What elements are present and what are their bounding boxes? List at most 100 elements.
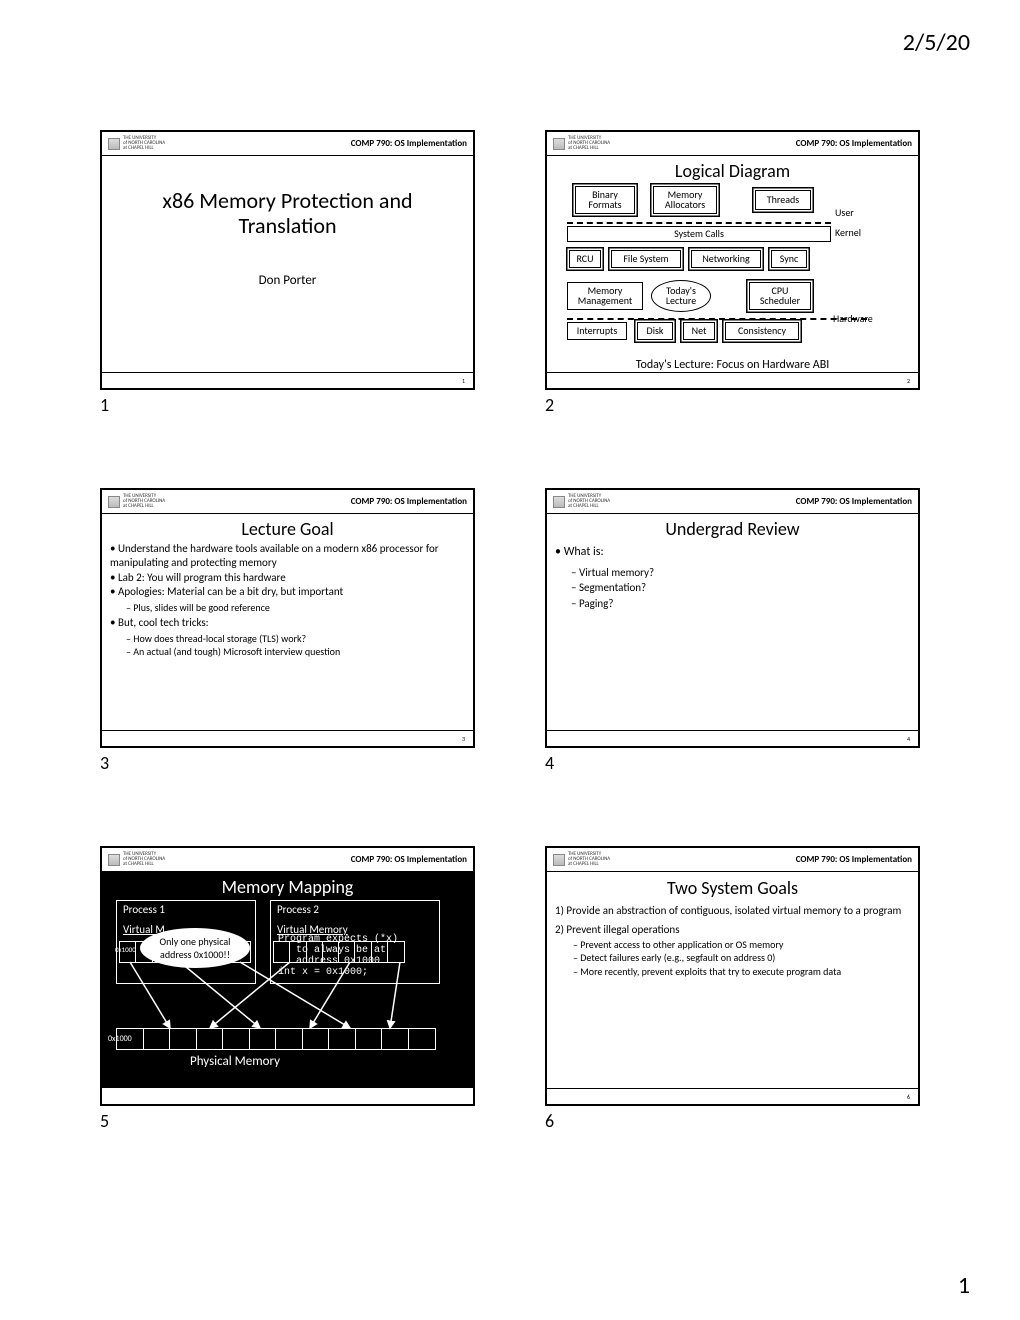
box-file-system: File System <box>611 250 681 268</box>
box-cpu-scheduler: CPUScheduler <box>749 282 811 310</box>
slide-title: Two System Goals <box>555 876 910 900</box>
slide-3: THE UNIVERSITY of NORTH CAROLINA at CHAP… <box>100 488 475 748</box>
university-logo: THE UNIVERSITY of NORTH CAROLINA at CHAP… <box>553 852 610 867</box>
oval-todays-lecture: Today'sLecture <box>651 280 711 312</box>
slide-title: Lecture Goal <box>110 518 465 540</box>
slide-6-wrap: THE UNIVERSITY of NORTH CAROLINA at CHAP… <box>545 846 920 1136</box>
slide-body: Two System Goals 1) Provide an abstracti… <box>547 872 918 1088</box>
mapping-arrows-icon <box>110 898 450 1088</box>
slide-5-wrap: THE UNIVERSITY of NORTH CAROLINA at CHAP… <box>100 846 475 1136</box>
label-kernel: Kernel <box>835 226 861 239</box>
box-rcu: RCU <box>569 250 601 268</box>
goal-2: 2) Prevent illegal operations <box>555 923 910 938</box>
university-logo: THE UNIVERSITY of NORTH CAROLINA at CHAP… <box>108 852 165 867</box>
slide-header: THE UNIVERSITY of NORTH CAROLINA at CHAP… <box>547 490 918 514</box>
bullet-item: But, cool tech tricks: <box>110 616 465 630</box>
slide-number: 1 <box>100 394 475 416</box>
box-memory-management: MemoryManagement <box>567 282 643 310</box>
course-label: COMP 790: OS Implementation <box>351 854 467 865</box>
course-label: COMP 790: OS Implementation <box>796 138 912 149</box>
box-disk: Disk <box>637 322 673 340</box>
sub-bullet-item: Segmentation? <box>571 580 910 595</box>
page-date: 2/5/20 <box>903 28 970 57</box>
slide-body: Lecture Goal Understand the hardware too… <box>102 514 473 730</box>
slide-2-wrap: THE UNIVERSITY of NORTH CAROLINA at CHAP… <box>545 130 920 420</box>
slide-1: THE UNIVERSITY of NORTH CAROLINA at CHAP… <box>100 130 475 390</box>
slide-footer: 5 <box>102 1088 473 1104</box>
page-number: 1 <box>958 1271 970 1300</box>
sub-bullet-item: Prevent access to other application or O… <box>573 938 910 952</box>
slide-1-wrap: THE UNIVERSITY of NORTH CAROLINA at CHAP… <box>100 130 475 420</box>
label-hardware: Hardware <box>833 312 873 325</box>
course-label: COMP 790: OS Implementation <box>796 496 912 507</box>
slide-body: x86 Memory Protection and Translation Do… <box>102 156 473 372</box>
slide-caption: Today's Lecture: Focus on Hardware ABI <box>555 358 910 372</box>
slide-header: THE UNIVERSITY of NORTH CAROLINA at CHAP… <box>102 490 473 514</box>
memory-mapping-diagram: Process 1 Virtual M 0x1000 Process 2 Vir… <box>110 898 465 1088</box>
sub-bullet-item: An actual (and tough) Microsoft intervie… <box>126 645 465 658</box>
university-logo: THE UNIVERSITY of NORTH CAROLINA at CHAP… <box>108 494 165 509</box>
sub-bullet-list: Plus, slides will be good reference <box>126 601 465 614</box>
slide-header: THE UNIVERSITY of NORTH CAROLINA at CHAP… <box>547 132 918 156</box>
box-consistency: Consistency <box>725 322 799 340</box>
box-threads: Threads <box>755 190 811 210</box>
logo-icon <box>108 854 120 866</box>
slide-title: x86 Memory Protection and Translation <box>110 188 465 239</box>
slide-3-wrap: THE UNIVERSITY of NORTH CAROLINA at CHAP… <box>100 488 475 778</box>
slide-footer: 6 <box>547 1088 918 1104</box>
sub-bullet-list: Virtual memory? Segmentation? Paging? <box>571 565 910 611</box>
sub-bullet-list: Prevent access to other application or O… <box>573 938 910 979</box>
logo-icon <box>553 496 565 508</box>
label-user: User <box>835 206 854 219</box>
bullet-list: What is: <box>555 544 910 561</box>
box-sync: Sync <box>771 250 807 268</box>
logo-icon <box>108 496 120 508</box>
slide-4: THE UNIVERSITY of NORTH CAROLINA at CHAP… <box>545 488 920 748</box>
logical-diagram: BinaryFormats MemoryAllocators Threads U… <box>555 182 910 372</box>
slide-number: 4 <box>545 752 920 774</box>
slide-4-wrap: THE UNIVERSITY of NORTH CAROLINA at CHAP… <box>545 488 920 778</box>
sub-bullet-item: More recently, prevent exploits that try… <box>573 965 910 979</box>
slide-body: Memory Mapping Process 1 Virtual M 0x100… <box>102 872 473 1088</box>
sub-bullet-item: Detect failures early (e.g., segfault on… <box>573 951 910 965</box>
slide-5: THE UNIVERSITY of NORTH CAROLINA at CHAP… <box>100 846 475 1106</box>
slide-header: THE UNIVERSITY of NORTH CAROLINA at CHAP… <box>102 848 473 872</box>
bullet-item: What is: <box>555 544 910 561</box>
slide-6: THE UNIVERSITY of NORTH CAROLINA at CHAP… <box>545 846 920 1106</box>
university-text: THE UNIVERSITY of NORTH CAROLINA at CHAP… <box>568 136 610 151</box>
university-text: THE UNIVERSITY of NORTH CAROLINA at CHAP… <box>123 852 165 867</box>
slide-number: 3 <box>100 752 475 774</box>
slide-header: THE UNIVERSITY of NORTH CAROLINA at CHAP… <box>547 848 918 872</box>
slide-title: Logical Diagram <box>555 160 910 182</box>
sub-bullet-item: Virtual memory? <box>571 565 910 580</box>
author: Don Porter <box>110 273 465 288</box>
slide-2: THE UNIVERSITY of NORTH CAROLINA at CHAP… <box>545 130 920 390</box>
university-logo: THE UNIVERSITY of NORTH CAROLINA at CHAP… <box>108 136 165 151</box>
bullet-list: Understand the hardware tools available … <box>110 542 465 599</box>
bullet-item: Understand the hardware tools available … <box>110 542 465 571</box>
course-label: COMP 790: OS Implementation <box>796 854 912 865</box>
dash-user-kernel <box>567 222 831 224</box>
university-text: THE UNIVERSITY of NORTH CAROLINA at CHAP… <box>568 852 610 867</box>
box-net-device: Net <box>683 322 715 340</box>
box-interrupts: Interrupts <box>567 322 627 340</box>
logo-icon <box>108 138 120 150</box>
slide-footer: 3 <box>102 730 473 746</box>
course-label: COMP 790: OS Implementation <box>351 496 467 507</box>
sub-bullet-list: How does thread-local storage (TLS) work… <box>126 632 465 658</box>
slide-title: Memory Mapping <box>110 876 465 898</box>
slide-body: Logical Diagram BinaryFormats MemoryAllo… <box>547 156 918 372</box>
slide-header: THE UNIVERSITY of NORTH CAROLINA at CHAP… <box>102 132 473 156</box>
slide-footer: 2 <box>547 372 918 388</box>
logo-icon <box>553 138 565 150</box>
box-memory-allocators: MemoryAllocators <box>653 186 717 214</box>
physical-memory-label: Physical Memory <box>190 1054 280 1069</box>
sub-bullet-item: Paging? <box>571 596 910 611</box>
bullet-item: Apologies: Material can be a bit dry, bu… <box>110 585 465 599</box>
dash-kernel-hardware <box>567 318 867 320</box>
slides-grid: THE UNIVERSITY of NORTH CAROLINA at CHAP… <box>100 130 920 1136</box>
slide-number: 6 <box>545 1110 920 1132</box>
physical-memory-bar <box>116 1028 436 1050</box>
bullet-list: But, cool tech tricks: <box>110 616 465 630</box>
slide-number: 5 <box>100 1110 475 1132</box>
